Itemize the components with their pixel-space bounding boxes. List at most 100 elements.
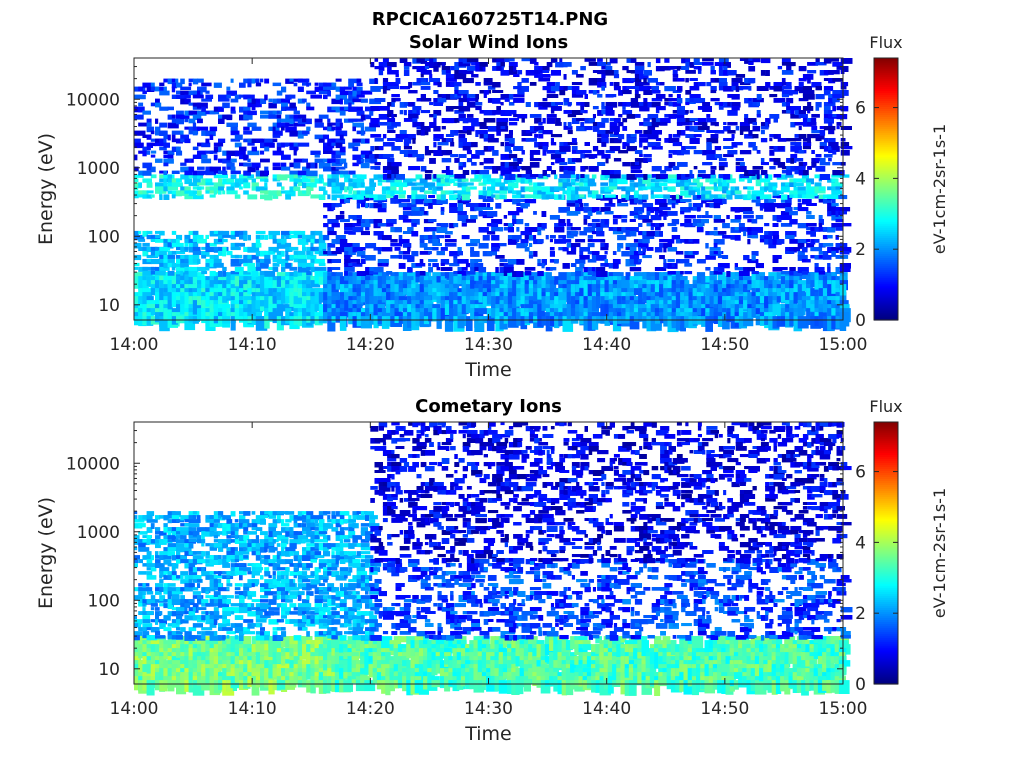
flux-cell-band-7	[382, 134, 387, 139]
flux-cell-band-7	[794, 134, 800, 138]
flux-cell-band-0	[218, 316, 225, 327]
flux-cell-band-5	[394, 247, 401, 251]
flux-cell-band-5	[642, 203, 654, 208]
flux-cell-band-7	[529, 158, 542, 162]
flux-cell-band-3	[335, 86, 341, 92]
flux-cell-band-1	[171, 262, 183, 268]
flux-cell-band-5	[801, 199, 812, 205]
flux-cell-band-7	[706, 150, 716, 155]
flux-cell-band-5	[348, 231, 356, 235]
flux-cell-band-7	[823, 86, 834, 92]
flux-cell-band-7	[651, 130, 662, 135]
flux-cell-band-0	[163, 652, 171, 660]
flux-cell-band-1	[268, 250, 274, 255]
flux-cell-band-2	[260, 178, 265, 182]
flux-cell-band-2	[306, 174, 318, 179]
flux-cell-band-7	[828, 94, 836, 99]
flux-cell-band-0	[318, 292, 327, 303]
flux-cell-band-7	[781, 170, 790, 174]
flux-cell-band-7	[655, 94, 666, 99]
flux-cell-band-6	[583, 174, 590, 180]
flux-cell-band-3	[159, 90, 170, 96]
flux-cell-band-5	[793, 271, 803, 276]
flux-cell-band-7	[639, 138, 649, 143]
flux-cell-band-6	[835, 186, 842, 190]
flux-cell-band-4	[701, 284, 708, 293]
flux-cell-band-4	[797, 284, 806, 297]
flux-cell-band-5	[558, 235, 566, 239]
flux-cell-band-7	[601, 82, 607, 88]
flux-cell-band-5	[365, 203, 369, 209]
flux-cell-band-7	[689, 126, 695, 132]
flux-cell-band-5	[730, 235, 738, 240]
flux-cell-band-7	[706, 142, 712, 146]
flux-cell-band-5	[440, 259, 450, 265]
flux-cell-band-5	[411, 207, 420, 212]
flux-cell-band-7	[815, 62, 827, 66]
flux-cell-band-7	[836, 126, 840, 130]
flux-cell-band-7	[454, 86, 459, 91]
flux-cell-band-7	[576, 126, 587, 132]
flux-cell-band-7	[550, 134, 563, 138]
flux-cell-band-4	[738, 284, 746, 292]
colorbar-step	[874, 265, 898, 269]
flux-cell-band-7	[441, 158, 452, 163]
flux-cell-band-5	[696, 215, 701, 219]
flux-cell-band-5	[785, 231, 797, 237]
flux-cell-band-3	[314, 158, 325, 163]
flux-cell-band-5	[348, 251, 356, 255]
flux-cell-band-7	[508, 162, 519, 167]
flux-cell-band-7	[445, 78, 457, 82]
colorbar-step	[874, 106, 898, 109]
flux-cell-band-7	[643, 90, 653, 95]
flux-cell-band-7	[739, 162, 745, 168]
flux-cell-band-7	[618, 122, 624, 127]
flux-cell-band-5	[591, 223, 597, 228]
flux-cell-band-1	[272, 254, 278, 260]
flux-cell-band-7	[676, 118, 686, 124]
colorbar-step	[874, 146, 898, 150]
flux-cell-band-5	[680, 211, 685, 215]
flux-cell-band-1	[146, 230, 153, 235]
flux-cell-band-5	[633, 259, 641, 265]
flux-cell-band-5	[818, 219, 824, 225]
flux-cell-band-5	[818, 223, 823, 228]
flux-cell-band-3	[365, 106, 375, 112]
flux-cell-band-7	[613, 118, 621, 124]
flux-cell-band-7	[538, 78, 551, 82]
flux-cell-band-7	[550, 102, 558, 107]
flux-cell-band-4	[814, 300, 821, 310]
flux-cell-band-5	[692, 239, 700, 244]
flux-cell-band-7	[710, 170, 716, 175]
flux-cell-band-5	[507, 227, 514, 233]
flux-cell-band-7	[710, 70, 716, 75]
flux-cell-band-7	[718, 106, 724, 110]
flux-cell-band-5	[440, 223, 449, 228]
flux-cell-band-7	[639, 142, 643, 148]
flux-cell-band-3	[310, 150, 321, 155]
flux-cell-band-4	[491, 288, 497, 295]
flux-cell-band-0	[255, 316, 268, 331]
flux-cell-band-3	[335, 142, 343, 149]
flux-cell-band-5	[604, 203, 616, 207]
flux-cell-band-3	[335, 94, 348, 100]
flux-cell-band-3	[352, 122, 364, 128]
flux-cell-band-4	[591, 316, 599, 330]
flux-cell-band-1	[138, 230, 142, 235]
flux-cell-band-4	[549, 280, 556, 287]
colorbar-step	[874, 269, 898, 273]
flux-cell-band-7	[651, 174, 658, 178]
colorbar-step	[874, 124, 898, 128]
flux-cell-band-5	[478, 243, 489, 249]
flux-cell-band-5	[818, 243, 826, 248]
flux-cell-band-2	[197, 186, 202, 191]
colorbar-step	[874, 261, 898, 265]
flux-cell-band-7	[382, 170, 388, 174]
flux-cell-band-6	[444, 178, 450, 184]
flux-cell-band-3	[314, 154, 320, 158]
flux-cell-band-7	[445, 134, 454, 137]
flux-cell-band-3	[142, 82, 152, 88]
flux-cell-band-7	[613, 170, 621, 175]
flux-cell-band-7	[517, 158, 522, 164]
flux-cell-band-3	[289, 170, 300, 175]
